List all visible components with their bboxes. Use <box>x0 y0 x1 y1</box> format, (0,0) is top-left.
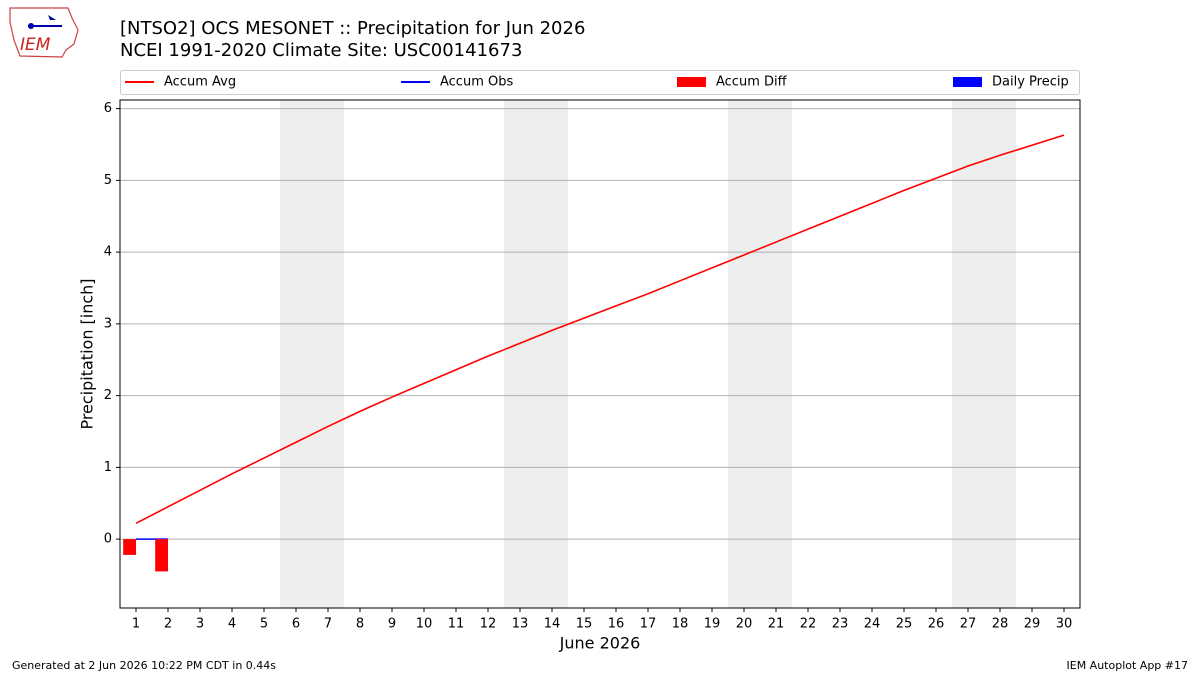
legend-swatch <box>677 77 706 87</box>
x-tick-label: 27 <box>960 617 977 632</box>
y-tick-label: 5 <box>104 173 112 188</box>
weekend-shade <box>504 100 568 608</box>
x-tick-label: 26 <box>928 617 945 632</box>
x-tick-label: 12 <box>480 617 497 632</box>
x-tick-label: 22 <box>800 617 817 632</box>
logo-text: IEM <box>20 35 51 55</box>
legend-label: Daily Precip <box>992 75 1069 90</box>
footer-left: Generated at 2 Jun 2026 10:22 PM CDT in … <box>12 659 276 672</box>
x-tick-label: 28 <box>992 617 1009 632</box>
y-tick-label: 2 <box>104 388 112 403</box>
x-tick-label: 16 <box>608 617 625 632</box>
x-tick-label: 23 <box>832 617 849 632</box>
legend-swatch <box>953 77 982 87</box>
x-tick-label: 24 <box>864 617 881 632</box>
legend-label: Accum Obs <box>440 75 513 90</box>
x-tick-label: 21 <box>768 617 785 632</box>
x-tick-label: 15 <box>576 617 593 632</box>
x-tick-label: 29 <box>1024 617 1041 632</box>
y-tick-label: 1 <box>104 460 112 475</box>
logo-icon <box>48 15 56 20</box>
x-tick-label: 1 <box>132 617 140 632</box>
x-tick-label: 6 <box>292 617 300 632</box>
x-tick-label: 13 <box>512 617 529 632</box>
weekend-shade <box>728 100 792 608</box>
x-tick-label: 9 <box>388 617 396 632</box>
x-axis-label: June 2026 <box>559 634 641 653</box>
x-tick-label: 19 <box>704 617 721 632</box>
line <box>135 134 1065 525</box>
y-tick-label: 0 <box>104 532 112 547</box>
logo-icon <box>28 23 34 29</box>
chart-subtitle: NCEI 1991-2020 Climate Site: USC00141673 <box>120 40 522 61</box>
weekend-shade <box>280 100 344 608</box>
plot-frame <box>119 99 1081 609</box>
x-tick-label: 20 <box>736 617 753 632</box>
x-tick-label: 11 <box>448 617 465 632</box>
x-tick-label: 3 <box>196 617 204 632</box>
x-tick-label: 30 <box>1056 617 1073 632</box>
bar <box>123 539 136 555</box>
weekend-shade <box>952 100 1016 608</box>
x-tick-label: 18 <box>672 617 689 632</box>
x-tick-label: 8 <box>356 617 364 632</box>
x-tick-label: 5 <box>260 617 268 632</box>
logo-outline <box>9 7 79 58</box>
bar <box>155 539 168 572</box>
legend-label: Accum Avg <box>164 75 236 90</box>
x-tick-label: 7 <box>324 617 332 632</box>
x-tick-label: 4 <box>228 617 236 632</box>
y-tick-label: 4 <box>104 245 112 260</box>
logo: IEM <box>9 7 79 58</box>
legend-box <box>120 70 1080 95</box>
legend-label: Accum Diff <box>716 75 788 90</box>
x-tick-label: 10 <box>416 617 433 632</box>
x-tick-label: 2 <box>164 617 172 632</box>
x-tick-label: 17 <box>640 617 657 632</box>
chart-title: [NTSO2] OCS MESONET :: Precipitation for… <box>120 18 585 39</box>
footer-right: IEM Autoplot App #17 <box>1067 659 1189 672</box>
y-tick-label: 3 <box>104 316 112 331</box>
y-tick-label: 6 <box>104 101 112 116</box>
y-axis-label: Precipitation [inch] <box>78 278 97 429</box>
x-tick-label: 25 <box>896 617 913 632</box>
x-tick-label: 14 <box>544 617 561 632</box>
